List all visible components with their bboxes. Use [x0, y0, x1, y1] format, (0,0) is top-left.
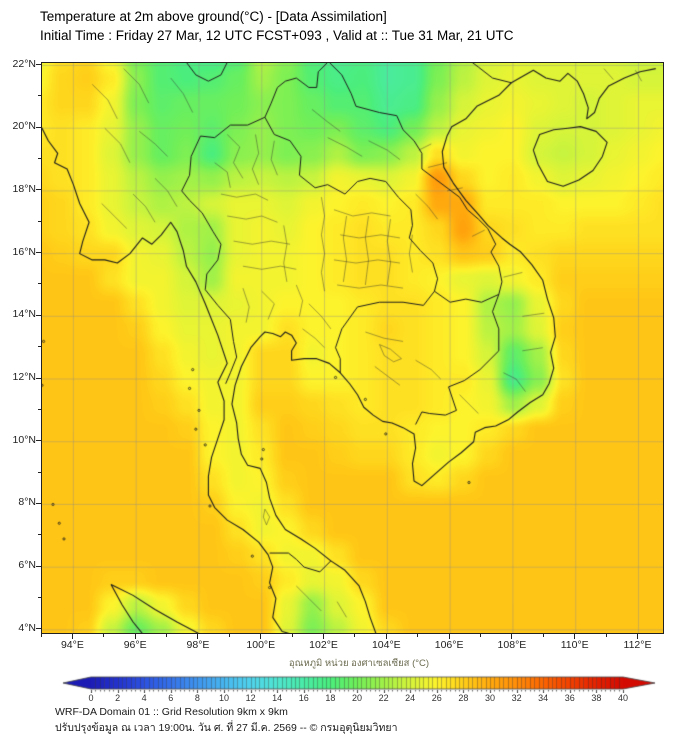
colorbar-tick-label: 18	[325, 693, 336, 703]
longitude-tick-label: 112°E	[623, 639, 652, 651]
axis-tick	[448, 634, 450, 639]
temperature-map	[41, 62, 664, 634]
colorbar-tick-label: 28	[458, 693, 469, 703]
colorbar-tick-label: 24	[405, 693, 416, 703]
colorbar-tick-label: 8	[194, 693, 200, 703]
colorbar-tick-label: 20	[351, 693, 362, 703]
colorbar-tick-label: 38	[591, 693, 602, 703]
axis-tick	[605, 634, 607, 637]
latitude-tick-label: 14°N	[12, 308, 36, 321]
longitude-tick-label: 98°E	[186, 639, 210, 651]
axis-tick	[38, 158, 41, 160]
axis-tick	[38, 534, 41, 536]
colorbar-tick-label: 32	[511, 693, 522, 703]
colorbar-tick-label: 4	[141, 693, 147, 703]
axis-tick	[38, 95, 41, 97]
footer-block: WRF-DA Domain 01 :: Grid Resolution 9km …	[55, 705, 397, 736]
colorbar-canvas	[0, 666, 676, 693]
axis-tick	[36, 252, 41, 254]
axis-tick	[260, 634, 262, 639]
axis-tick	[542, 634, 544, 637]
colorbar-title: อุณหภูมิ หน่วย องศาเซลเซียส (°C)	[288, 658, 430, 669]
latitude-tick-label: 18°N	[12, 182, 36, 195]
axis-tick	[40, 634, 42, 637]
colorbar-tick-label: 36	[564, 693, 575, 703]
longitude-tick-label: 96°E	[123, 639, 147, 651]
longitude-tick-label: 100°E	[246, 639, 276, 651]
axis-tick	[36, 565, 41, 567]
colorbar-tick-label: 16	[298, 693, 309, 703]
axis-tick	[637, 634, 638, 639]
axis-tick	[134, 634, 136, 639]
colorbar-tick-label: 6	[168, 693, 174, 703]
latitude-tick-label: 10°N	[12, 433, 36, 446]
axis-tick	[36, 502, 41, 504]
axis-tick	[36, 377, 41, 379]
longitude-tick-label: 94°E	[60, 639, 84, 651]
latitude-tick-label: 12°N	[12, 371, 36, 384]
colorbar-tick-label: 14	[272, 693, 283, 703]
colorbar-tick-label: 0	[88, 693, 94, 703]
longitude-tick-label: 106°E	[434, 639, 464, 651]
axis-tick	[291, 634, 293, 637]
colorbar-tick-label: 22	[378, 693, 389, 703]
latitude-tick-label: 4°N	[18, 621, 36, 634]
axis-tick	[354, 634, 356, 637]
colorbar-tick-label: 40	[617, 693, 628, 703]
latitude-tick-label: 8°N	[18, 496, 36, 509]
latitude-tick-label: 6°N	[18, 559, 36, 572]
longitude-tick-label: 102°E	[309, 639, 338, 651]
axis-tick	[38, 346, 41, 348]
title-block: Temperature at 2m above ground(°C) - [Da…	[40, 7, 514, 45]
axis-tick	[480, 634, 482, 637]
page-subtitle: Initial Time : Friday 27 Mar, 12 UTC FCS…	[40, 28, 514, 43]
axis-tick	[36, 440, 41, 442]
axis-tick	[197, 634, 199, 639]
axis-tick	[38, 220, 41, 222]
axis-tick	[36, 126, 41, 128]
axis-tick	[36, 189, 41, 191]
colorbar-tick-label: 2	[115, 693, 121, 703]
colorbar-tick-label: 30	[484, 693, 495, 703]
latitude-tick-label: 20°N	[12, 120, 36, 133]
page-title: Temperature at 2m above ground(°C) - [Da…	[40, 9, 387, 24]
colorbar-tick-label: 10	[218, 693, 229, 703]
axis-tick	[511, 634, 513, 639]
axis-tick	[38, 408, 41, 410]
longitude-tick-label: 108°E	[497, 639, 527, 651]
axis-tick	[228, 634, 230, 637]
axis-tick	[38, 597, 41, 598]
axis-tick	[385, 634, 387, 639]
axis-tick	[71, 634, 73, 639]
latitude-tick-label: 22°N	[12, 57, 36, 70]
footer-domain-info: WRF-DA Domain 01 :: Grid Resolution 9km …	[55, 706, 288, 718]
axis-tick	[38, 471, 41, 473]
colorbar-tick-label: 34	[538, 693, 549, 703]
footer-update-info: ปรับปรุงข้อมูล ณ เวลา 19:00น. วัน ศ. ที่…	[55, 721, 398, 734]
axis-tick	[574, 634, 576, 639]
axis-tick	[103, 634, 105, 637]
axis-tick	[417, 634, 419, 637]
longitude-tick-label: 104°E	[371, 639, 401, 651]
latitude-tick-label: 16°N	[12, 245, 36, 258]
axis-tick	[36, 64, 41, 65]
colorbar-tick-label: 26	[431, 693, 442, 703]
colorbar-tick-label: 12	[245, 693, 256, 703]
axis-tick	[38, 283, 41, 285]
axis-tick	[36, 314, 41, 316]
temperature-map-canvas	[42, 63, 663, 633]
axis-tick	[323, 634, 325, 639]
axis-tick	[36, 628, 41, 630]
longitude-tick-label: 110°E	[560, 639, 589, 651]
axis-tick	[166, 634, 168, 637]
